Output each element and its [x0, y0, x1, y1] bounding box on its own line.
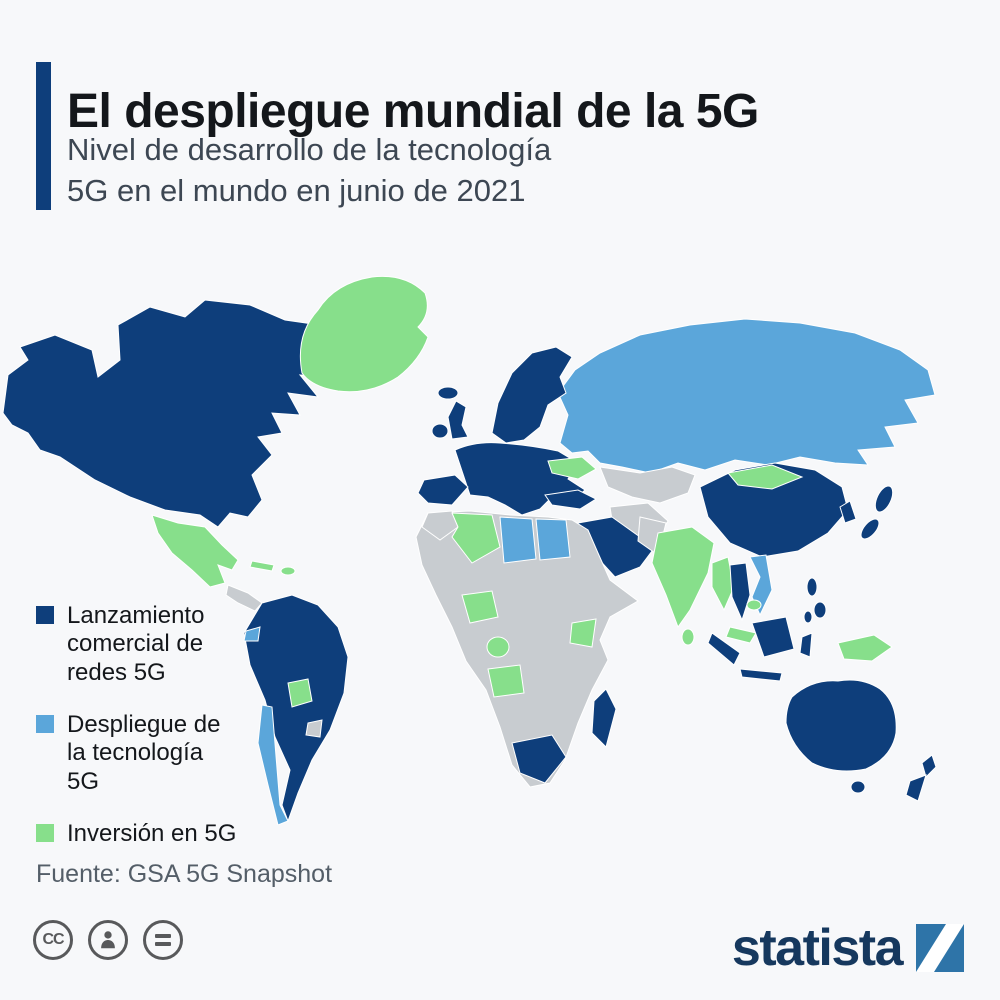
region-congo [486, 636, 510, 658]
world-map [2, 275, 937, 825]
region-china [699, 462, 849, 558]
region-uk [447, 400, 469, 440]
region-kenya [569, 618, 597, 648]
legend-label-launch: Lanzamiento comercial de redes 5G [67, 602, 205, 686]
region-hispaniola [280, 566, 296, 576]
region-mexico [151, 514, 239, 588]
region-chile [257, 704, 289, 825]
page-title: El despliegue mundial de la 5G [67, 85, 759, 139]
region-iberia [417, 474, 469, 506]
region-india [651, 526, 715, 629]
region-bolivia [287, 678, 313, 708]
region-korea [839, 500, 857, 524]
region-new-guinea [837, 634, 893, 662]
source-note: Fuente: GSA 5G Snapshot [36, 860, 333, 888]
region-indonesia [707, 616, 813, 682]
region-new-zealand [905, 754, 937, 802]
region-algeria [451, 512, 501, 564]
region-myanmar [711, 556, 735, 612]
legend-label-investment: Inversión en 5G [67, 819, 237, 847]
region-north-america [2, 299, 339, 528]
region-thailand [729, 562, 751, 622]
equals-glyph [155, 934, 171, 946]
region-scandinavia [491, 346, 573, 444]
legend-label-deployment: Despliegue de la tecnología 5G [67, 710, 221, 795]
region-ecuador [243, 626, 261, 642]
legend-item-deployment: Despliegue de la tecnología 5G [36, 711, 241, 796]
region-ukraine [547, 456, 597, 480]
no-derivatives-icon [143, 920, 183, 960]
cc-icon-label: CC [42, 931, 64, 948]
region-angola [487, 664, 525, 698]
region-australia [785, 679, 897, 794]
region-iceland [437, 386, 459, 400]
region-nigeria [461, 590, 499, 624]
region-malaysia [725, 626, 757, 644]
page-subtitle: Nivel de desarrollo de la tecnología 5G … [67, 130, 551, 212]
region-greenland [299, 275, 429, 393]
region-south-africa [511, 734, 567, 784]
attribution-person-icon [88, 920, 128, 960]
region-philippines [803, 577, 827, 624]
legend-swatch-investment [36, 823, 54, 842]
region-russia [557, 318, 936, 474]
region-egypt [535, 518, 571, 561]
region-cambodia [746, 599, 762, 611]
subtitle-line-1: Nivel de desarrollo de la tecnología [67, 132, 552, 167]
brand-wordmark: statista [731, 919, 904, 977]
legend: Lanzamiento comercial de redes 5G Despli… [36, 602, 241, 848]
person-glyph [101, 931, 115, 949]
region-libya [499, 516, 537, 564]
cc-icon: CC [33, 920, 73, 960]
brand: statista [732, 922, 964, 974]
region-cuba [249, 560, 275, 572]
legend-item-launch: Lanzamiento comercial de redes 5G [36, 602, 241, 687]
legend-item-investment: Inversión en 5G [36, 820, 241, 848]
region-africa [415, 510, 639, 788]
region-japan [860, 485, 894, 540]
legend-swatch-launch [36, 606, 54, 624]
region-sri-lanka [681, 628, 695, 646]
brand-logo-icon [916, 924, 964, 972]
subtitle-line-2: 5G en el mundo en junio de 2021 [67, 172, 526, 208]
legend-swatch-deployment [36, 714, 54, 733]
region-ireland [431, 423, 449, 439]
region-paraguay [305, 719, 323, 738]
title-accent-bar [36, 62, 51, 210]
region-south-america [243, 594, 349, 823]
region-central-asia [599, 466, 696, 504]
region-morocco [421, 510, 459, 541]
region-madagascar [591, 688, 617, 748]
region-central-america [225, 584, 263, 612]
region-mongolia [727, 464, 804, 490]
license-icons: CC [33, 920, 183, 960]
region-turkey [544, 489, 598, 510]
